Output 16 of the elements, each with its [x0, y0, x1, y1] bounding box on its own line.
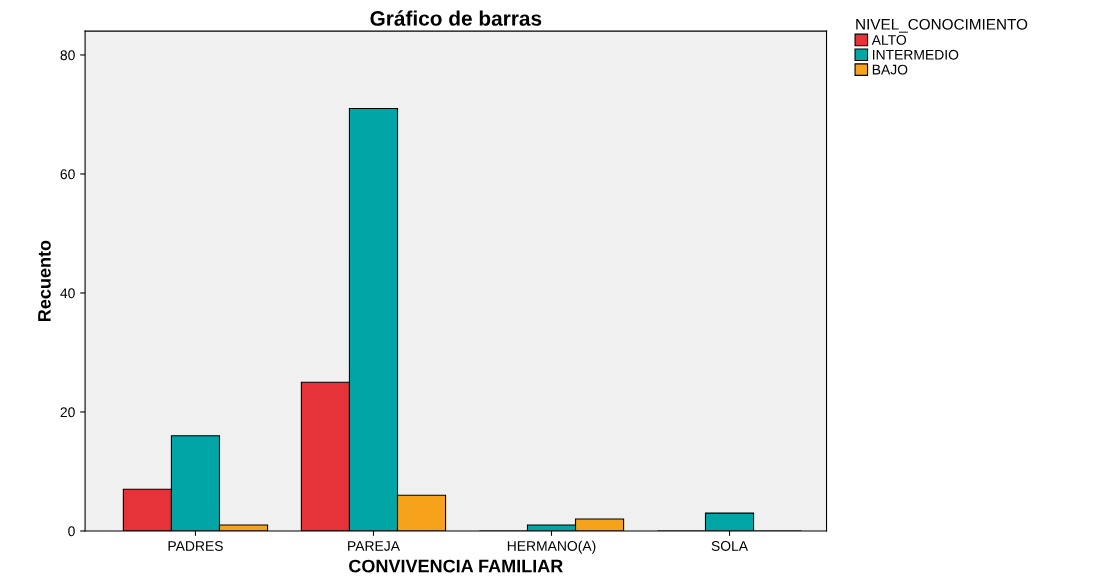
y-tick-label: 0	[68, 526, 75, 537]
x-axis-title: CONVIVENCIA FAMILIAR	[349, 559, 563, 573]
y-axis-title: Recuento	[38, 240, 51, 321]
chart-title: Gráfico de barras	[370, 10, 542, 26]
y-tick-label: 20	[60, 407, 75, 418]
x-tick-label: PAREJA	[348, 541, 400, 551]
x-tick-label: HERMANO(A)	[507, 540, 596, 554]
legend-label: INTERMEDIO	[873, 49, 959, 60]
x-tick-label: SOLA	[711, 541, 749, 551]
y-tick-label: 40	[60, 288, 75, 299]
y-tick-label: 80	[60, 50, 75, 61]
y-tick-label: 60	[60, 169, 75, 180]
legend-label: BAJO	[872, 64, 908, 75]
legend-title: NIVEL_CONOCIMIENTO	[856, 18, 1028, 33]
legend-label: ALTO	[871, 35, 907, 45]
x-tick-label: PADRES	[168, 541, 223, 551]
